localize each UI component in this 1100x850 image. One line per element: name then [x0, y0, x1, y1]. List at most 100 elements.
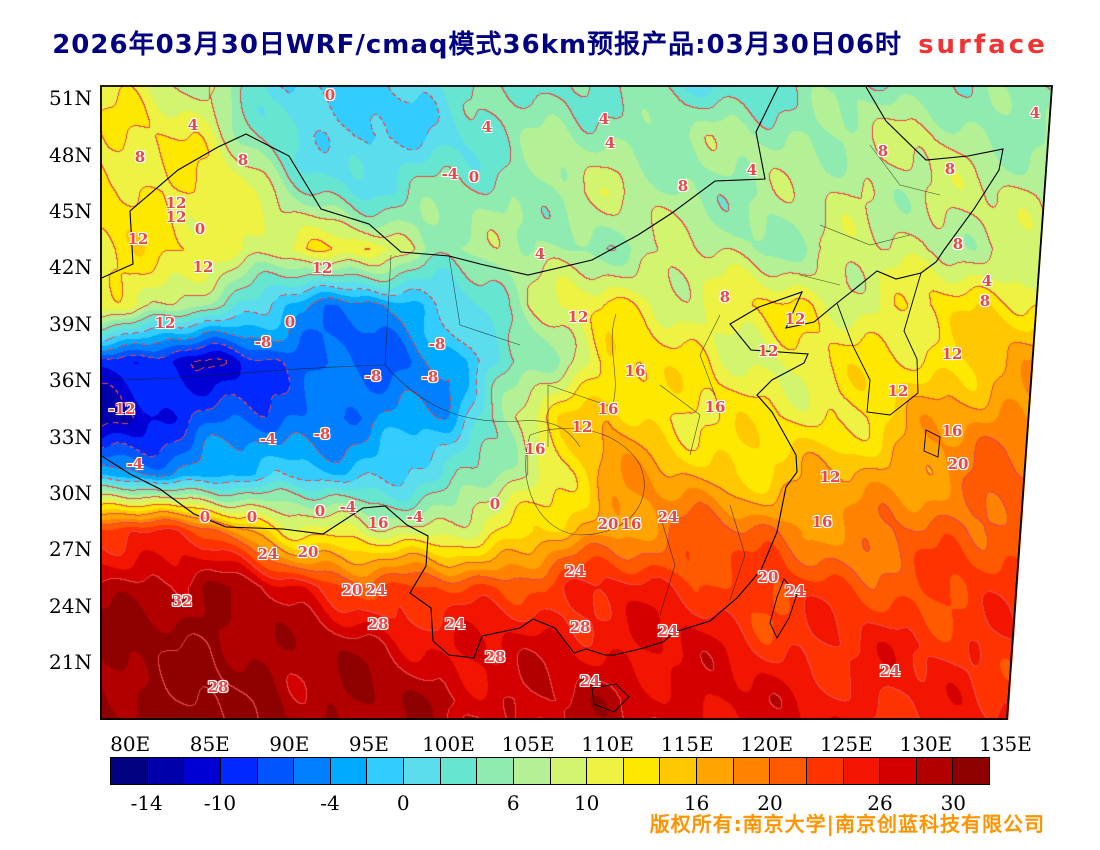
contour-value-label: 4: [598, 110, 610, 128]
contour-value-label: 12: [941, 345, 963, 363]
contour-value-label: 24: [879, 662, 901, 680]
colorbar-cell: [294, 758, 331, 784]
lat-axis-label: 27N: [49, 537, 92, 562]
lon-axis-label: 135E: [979, 732, 1032, 756]
contour-value-label: 16: [704, 398, 726, 416]
contour-value-label: -8: [364, 367, 382, 385]
contour-value-label: 32: [171, 592, 193, 610]
contour-value-label: 0: [314, 502, 326, 520]
colorbar-tick-label: 20: [757, 791, 783, 815]
contour-value-label: 12: [571, 418, 593, 436]
contour-value-label: 12: [567, 308, 589, 326]
colorbar-cell: [770, 758, 807, 784]
contour-value-label: 4: [981, 272, 993, 290]
lon-axis-label: 100E: [422, 732, 475, 756]
colorbar-cell: [220, 758, 258, 784]
contour-value-label: 12: [165, 208, 187, 226]
contour-value-label: 0: [324, 86, 336, 104]
copyright-text: 版权所有:南京大学|南京创蓝科技有限公司: [649, 812, 1045, 836]
lat-axis-label: 48N: [49, 142, 92, 167]
contour-value-label: 24: [564, 562, 586, 580]
contour-value-label: 20: [947, 455, 969, 473]
colorbar-cell: [184, 758, 221, 784]
colorbar-cell: [440, 758, 478, 784]
contour-value-label: 8: [719, 288, 731, 306]
contour-value-label: -12: [108, 400, 136, 418]
colorbar-cell: [111, 758, 148, 784]
contour-value-label: 24: [444, 615, 466, 633]
colorbar-cell: [330, 758, 368, 784]
contour-value-label: 8: [877, 142, 889, 160]
lat-axis-label: 42N: [49, 255, 92, 280]
lon-axis-label: 90E: [269, 732, 310, 756]
colorbar: [110, 757, 990, 785]
lat-axis-label: 24N: [49, 593, 92, 618]
colorbar-cell: [660, 758, 697, 784]
colorbar-cell: [550, 758, 588, 784]
contour-value-label: -4: [126, 455, 144, 473]
lon-axis-label: 115E: [660, 732, 714, 756]
contour-value-label: 24: [257, 545, 279, 563]
contour-value-label: 16: [811, 513, 833, 531]
contour-value-label: 0: [199, 508, 211, 526]
colorbar-tick-label: 10: [573, 791, 600, 815]
colorbar-tick-label: -14: [130, 791, 163, 815]
contour-value-label: 12: [784, 310, 806, 328]
contour-value-label: 12: [757, 342, 779, 360]
contour-value-label: 0: [468, 168, 480, 186]
contour-value-label: 8: [134, 148, 146, 166]
contour-value-label: 16: [620, 515, 642, 533]
contour-value-label: 20: [341, 581, 363, 599]
contour-value-label: 12: [127, 230, 149, 248]
colorbar-tick-label: 0: [396, 791, 410, 815]
colorbar-cell: [587, 758, 624, 784]
colorbar-tick-label: 16: [683, 791, 710, 815]
contour-value-label: 0: [246, 508, 258, 526]
contour-value-label: 12: [819, 468, 841, 486]
contour-value-label: 24: [657, 508, 679, 526]
colorbar-cell: [843, 758, 881, 784]
contour-value-label: 24: [657, 622, 679, 640]
colorbar-tick-label: 26: [867, 791, 893, 815]
lon-axis-label: 85E: [189, 732, 230, 756]
contour-value-label: 4: [187, 116, 199, 134]
contour-value-label: 12: [887, 382, 909, 400]
contour-value-label: -8: [254, 333, 272, 351]
contour-value-label: 8: [979, 292, 991, 310]
contour-value-label: 4: [534, 245, 546, 263]
contour-value-label: 4: [1029, 104, 1041, 122]
lon-axis-label: 105E: [501, 732, 555, 756]
title-surface-tag: surface: [918, 30, 1048, 60]
contour-value-label: -8: [421, 368, 439, 386]
contour-value-label: 4: [604, 134, 616, 152]
lat-axis-label: 30N: [49, 481, 92, 505]
province-borders: [100, 145, 940, 615]
contour-value-label: -4: [259, 430, 277, 448]
colorbar-cell: [404, 758, 441, 784]
lon-axis-label: 130E: [899, 732, 953, 756]
contour-value-label: 4: [746, 161, 758, 179]
colorbar-cell: [733, 758, 771, 784]
lon-axis-label: 80E: [110, 732, 151, 756]
lat-axis-label: 39N: [49, 311, 92, 336]
contour-value-label: 28: [367, 615, 389, 633]
contour-value-label: 24: [784, 582, 806, 600]
lat-axis-label: 45N: [49, 199, 92, 223]
colorbar-tick-label: -4: [320, 791, 340, 815]
lat-axis-label: 21N: [49, 650, 92, 675]
contour-value-label: 28: [569, 618, 591, 636]
contour-value-label: 16: [524, 440, 546, 458]
china-national-border: [100, 85, 1003, 658]
lat-axis-label: 51N: [49, 86, 92, 111]
contour-value-label: 20: [297, 543, 319, 561]
colorbar-tick-label: 6: [506, 791, 520, 815]
contour-value-label: 0: [489, 495, 501, 513]
contour-value-label: -8: [428, 335, 446, 353]
contour-value-label: 20: [757, 568, 779, 586]
title-main: 2026年03月30日WRF/cmaq模式36km预报产品:03月30日06时: [52, 30, 903, 60]
colorbar-cell: [513, 758, 551, 784]
contour-value-label: 20: [597, 515, 619, 533]
contour-value-label: 12: [311, 259, 333, 277]
contour-value-label: 8: [237, 151, 249, 169]
